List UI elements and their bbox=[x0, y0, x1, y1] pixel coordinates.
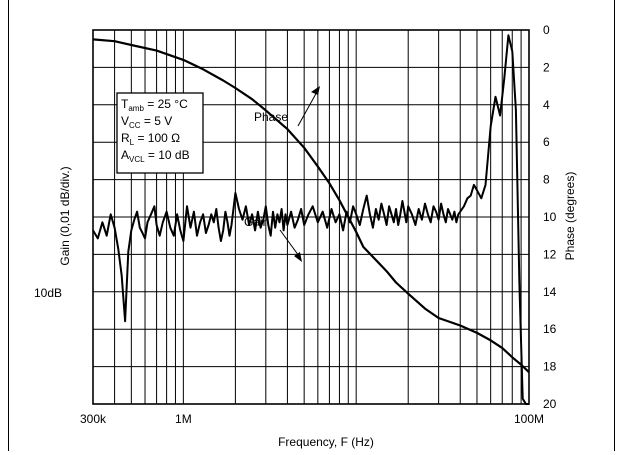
frame-left-border bbox=[8, 0, 9, 451]
phase-tick-label: 10 bbox=[543, 210, 557, 224]
phase-annotation-label: Phase bbox=[254, 110, 288, 124]
phase-tick-label: 12 bbox=[543, 247, 557, 261]
gain-annotation-arrow bbox=[279, 229, 302, 262]
grid-lines bbox=[93, 30, 529, 404]
x-axis-title: Frequency, F (Hz) bbox=[278, 435, 374, 449]
phase-tick-label: 20 bbox=[543, 397, 557, 411]
phase-tick-label: 4 bbox=[543, 98, 550, 112]
phase-tick-label: 6 bbox=[543, 135, 550, 149]
gain-annotation-label: Gain bbox=[244, 215, 269, 229]
phase-tick-labels: 0 2 4 6 8 10 12 14 16 18 20 bbox=[543, 23, 557, 411]
phase-annotation-arrow bbox=[297, 86, 320, 127]
condition-line: VCC = 5 V bbox=[121, 114, 172, 130]
phase-tick-label: 16 bbox=[543, 322, 557, 336]
phase-tick-label: 14 bbox=[543, 285, 557, 299]
x-tick-label: 300k bbox=[80, 412, 107, 426]
condition-line: AVCL = 10 dB bbox=[121, 148, 190, 164]
gain-series-line bbox=[92, 34, 529, 405]
phase-tick-label: 2 bbox=[543, 60, 550, 74]
x-tick-label: 1M bbox=[175, 412, 192, 426]
left-axis-title: Gain (0,01 dB/div.) bbox=[58, 166, 72, 265]
gain-reference-label: 10dB bbox=[34, 286, 62, 300]
condition-line: RL = 100 Ω bbox=[121, 131, 180, 147]
conditions-box-border bbox=[116, 92, 204, 174]
x-tick-label: 100M bbox=[514, 412, 544, 426]
condition-line: Tamb = 25 °C bbox=[121, 97, 188, 113]
phase-tick-label: 8 bbox=[543, 173, 550, 187]
right-axis-title: Phase (degrees) bbox=[563, 172, 577, 261]
x-tick-labels: 300k 1M 100M bbox=[80, 412, 544, 426]
plot-border bbox=[92, 29, 530, 405]
phase-tick-label: 0 bbox=[543, 23, 550, 37]
phase-tick-label: 18 bbox=[543, 360, 557, 374]
frame-right-border bbox=[614, 0, 615, 451]
